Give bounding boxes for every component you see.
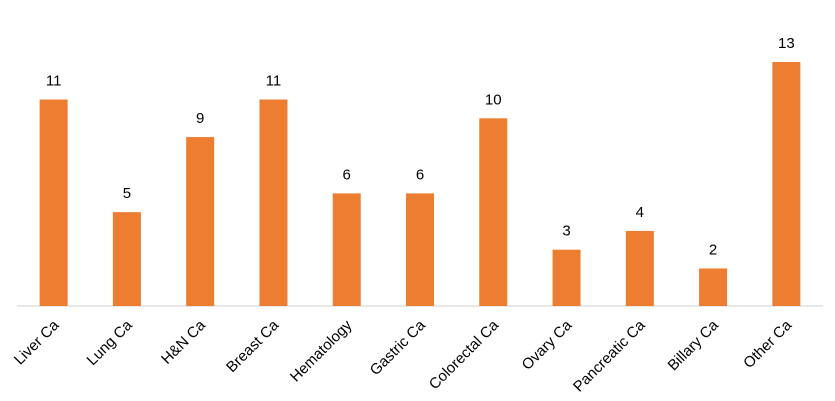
data-label: 5 <box>123 185 131 202</box>
x-tick-label: Billary Ca <box>665 316 723 374</box>
bar <box>552 249 581 306</box>
bar <box>772 61 801 306</box>
x-tick-label: Gastric Ca <box>367 316 430 379</box>
x-tick-label: Other Ca <box>740 316 796 372</box>
data-label: 6 <box>343 166 351 183</box>
bar <box>406 193 434 306</box>
x-tick-label: Ovary Ca <box>519 316 576 373</box>
data-label: 11 <box>46 73 62 90</box>
data-label: 9 <box>196 110 204 127</box>
data-label: 3 <box>562 223 570 240</box>
bar <box>625 230 654 306</box>
x-tick-label: Lung Ca <box>84 316 137 369</box>
data-label: 6 <box>416 166 424 183</box>
bar <box>112 212 141 306</box>
bar <box>479 118 508 306</box>
data-label: 13 <box>778 35 795 52</box>
x-tick-label: H&N Ca <box>158 316 209 367</box>
data-label: 2 <box>709 241 717 258</box>
data-label: 11 <box>266 73 282 90</box>
x-tick-label: Pancreatic Ca <box>570 316 649 395</box>
x-tick-label: Breast Ca <box>223 316 283 376</box>
bar <box>332 193 361 306</box>
bar <box>186 137 215 306</box>
bar <box>259 99 288 306</box>
data-label: 4 <box>636 204 644 221</box>
bar <box>699 268 728 306</box>
bar <box>39 99 68 306</box>
x-tick-label: Hematology <box>287 316 356 385</box>
data-label: 10 <box>485 91 502 108</box>
x-tick-label: Liver Ca <box>11 316 63 368</box>
x-tick-label: Colorectal Ca <box>426 316 503 393</box>
